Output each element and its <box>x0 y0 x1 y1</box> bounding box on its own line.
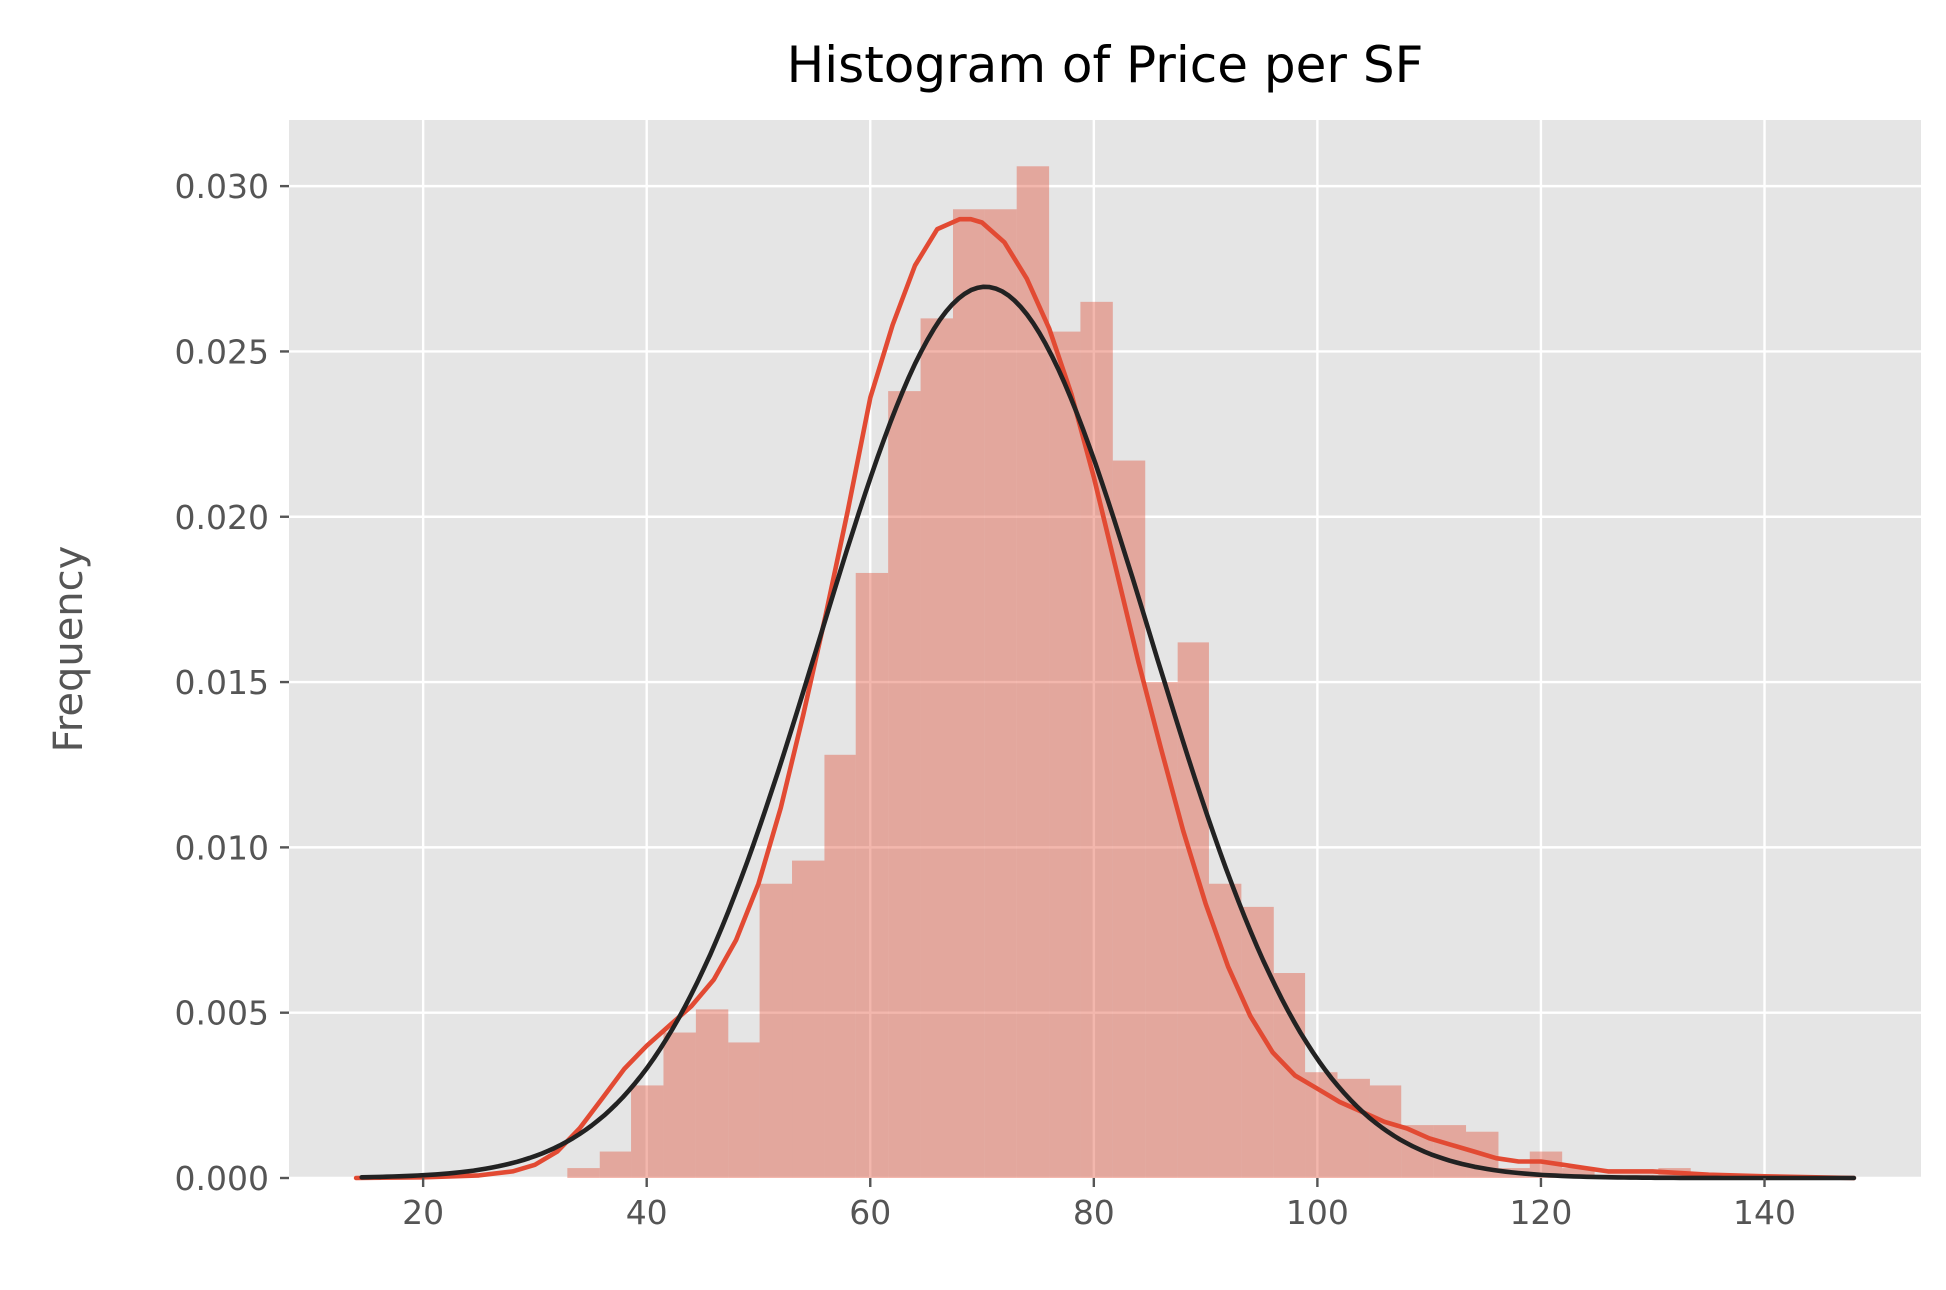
histogram-bar <box>888 391 921 1178</box>
histogram-bar <box>855 572 889 1178</box>
histogram-bar <box>920 318 953 1178</box>
y-tick-label: 0.030 <box>175 167 269 206</box>
histogram-bar <box>567 1168 600 1178</box>
histogram-bar <box>1145 682 1178 1178</box>
histogram-bar <box>695 1009 729 1178</box>
histogram-bar <box>631 1085 664 1178</box>
y-tick-label: 0.025 <box>175 332 269 371</box>
chart-title: Histogram of Price per SF <box>787 36 1424 94</box>
histogram-bar <box>1337 1078 1370 1178</box>
histogram-bar <box>599 1151 632 1178</box>
x-tick-label: 100 <box>1286 1193 1349 1232</box>
histogram-bar <box>759 883 793 1178</box>
histogram-bar <box>1562 1168 1595 1178</box>
density-curves <box>353 216 1857 1181</box>
histogram-bar <box>824 754 856 1178</box>
histogram-bar <box>1016 166 1050 1179</box>
histogram-bar <box>952 209 985 1179</box>
y-tick-label: 0.005 <box>175 994 269 1033</box>
y-axis: 0.000 0.005 0.010 0.015 0.020 0.025 0.030 <box>175 167 289 1198</box>
x-tick-label: 140 <box>1733 1193 1796 1232</box>
x-tick-label: 60 <box>849 1193 891 1232</box>
histogram-bar <box>663 1032 696 1178</box>
x-tick-label: 120 <box>1509 1193 1572 1232</box>
histogram-bar <box>1433 1125 1467 1178</box>
plot-area <box>289 120 1921 1178</box>
histogram-bar <box>728 1042 760 1178</box>
histogram-bar <box>1273 973 1306 1178</box>
y-tick-label: 0.020 <box>175 498 269 537</box>
y-tick-label: 0.000 <box>175 1159 269 1198</box>
histogram-bar <box>792 860 825 1178</box>
histogram-bar <box>1177 642 1209 1178</box>
y-axis-label: Frequency <box>46 546 92 753</box>
histogram-bar <box>1305 1072 1338 1178</box>
x-axis: 20 40 60 80 100 120 140 <box>402 1178 1796 1232</box>
gridlines <box>289 120 1921 1180</box>
y-tick-label: 0.015 <box>175 663 269 702</box>
histogram-bar <box>1049 331 1081 1179</box>
y-tick-label: 0.010 <box>175 828 269 867</box>
normal-fit-curve <box>359 284 1857 1181</box>
histogram-bar <box>984 209 1017 1179</box>
x-tick-label: 40 <box>626 1193 668 1232</box>
x-tick-label: 20 <box>402 1193 444 1232</box>
x-tick-label: 80 <box>1073 1193 1115 1232</box>
